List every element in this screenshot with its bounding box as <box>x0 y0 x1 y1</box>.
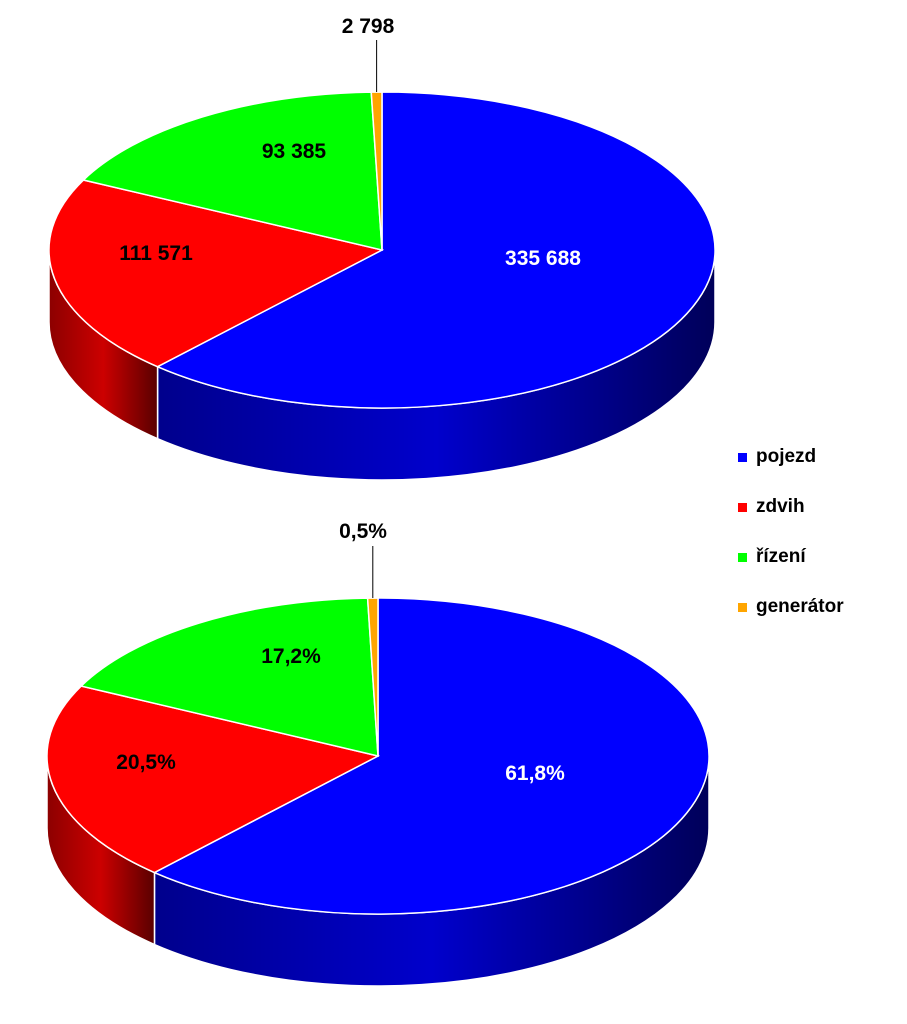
legend-label-zdvih: zdvih <box>756 496 805 517</box>
pie-slice-zdvih <box>48 179 385 368</box>
data-label-pojezd: 335 688 <box>505 247 581 270</box>
legend-item-pojezd: pojezd <box>738 432 898 482</box>
data-label-generátor: 2 798 <box>342 15 395 38</box>
pie-slice-generátor <box>370 91 383 251</box>
pie-slice-generátor <box>366 597 379 757</box>
pie-slice-pojezd <box>152 597 710 915</box>
pie-chart-values: 335 688 111 571 93 385 2 798 <box>48 15 716 481</box>
data-label-řízení: 17,2% <box>261 645 321 668</box>
legend: pojezd zdvih řízení generátor <box>738 432 898 632</box>
data-label-zdvih: 111 571 <box>119 242 193 265</box>
legend-label-pojezd: pojezd <box>756 446 817 467</box>
legend-label-generator: generátor <box>756 596 844 617</box>
pie-chart-percentages: 61,8% 20,5% 17,2% 0,5% <box>46 520 710 987</box>
legend-swatch-zdvih <box>738 502 747 512</box>
data-label-pojezd: 61,8% <box>505 762 565 785</box>
pie-slice-pojezd <box>155 91 716 409</box>
data-label-generátor: 0,5% <box>339 520 387 543</box>
legend-swatch-generator <box>738 602 747 612</box>
pie-slice-řízení <box>79 597 379 757</box>
legend-swatch-rizeni <box>738 552 747 562</box>
data-label-řízení: 93 385 <box>262 140 327 163</box>
legend-label-rizeni: řízení <box>756 546 806 567</box>
pie-slice-zdvih <box>46 685 381 874</box>
legend-item-generator: generátor <box>738 582 898 632</box>
legend-item-zdvih: zdvih <box>738 482 898 532</box>
legend-swatch-pojezd <box>738 452 747 462</box>
legend-item-rizeni: řízení <box>738 532 898 582</box>
data-label-zdvih: 20,5% <box>116 751 176 774</box>
pie-slice-řízení <box>81 91 383 251</box>
